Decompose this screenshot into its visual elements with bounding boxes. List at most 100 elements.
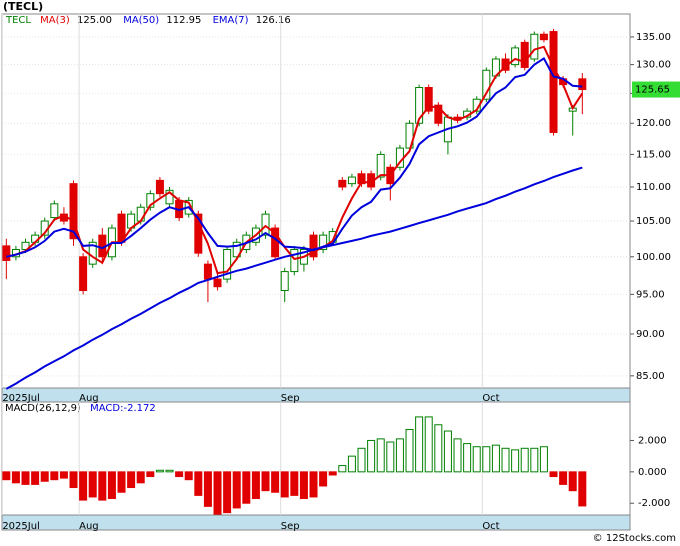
chart-title: (TECL) xyxy=(3,0,43,13)
macd-bar xyxy=(194,471,203,496)
macd-bar xyxy=(463,443,472,473)
macd-bar xyxy=(347,455,356,473)
candle-body xyxy=(511,47,520,66)
macd-bar xyxy=(578,471,587,507)
macd-bar xyxy=(357,447,366,473)
candle-body xyxy=(376,153,385,178)
macd-bar xyxy=(21,471,30,485)
macd-bar xyxy=(40,471,49,482)
macd-bar xyxy=(434,424,443,473)
y-tick-label: 115.00 xyxy=(636,149,671,160)
candle-body xyxy=(194,213,203,254)
macd-bar xyxy=(520,447,529,473)
macd-bar xyxy=(98,471,107,501)
macd-bar xyxy=(309,471,318,498)
candle-body xyxy=(50,203,59,219)
macd-bar xyxy=(443,430,452,473)
macd-bar xyxy=(11,471,20,484)
macd-bar xyxy=(165,469,174,473)
macd-bar xyxy=(530,447,539,473)
macd-bar xyxy=(290,471,299,496)
macd-bar xyxy=(107,471,116,500)
macd-bar xyxy=(136,471,145,484)
macd-bar xyxy=(184,471,193,481)
y-tick-label: 90.00 xyxy=(636,329,665,340)
macd-bar xyxy=(376,438,385,473)
y-tick-label: 105.00 xyxy=(636,216,671,227)
macd-bar xyxy=(155,469,164,473)
legend-value: 112.95 xyxy=(166,15,201,26)
macd-bar xyxy=(319,471,328,487)
x-axis-band xyxy=(1,514,631,531)
candle-body xyxy=(434,104,443,124)
macd-bar xyxy=(69,471,78,489)
macd-bar xyxy=(31,471,40,485)
macd-bar xyxy=(395,438,404,473)
y-tick-label: 120.00 xyxy=(636,118,671,129)
y-tick-label: 95.00 xyxy=(636,289,665,300)
ma-line xyxy=(6,56,583,258)
ma-line xyxy=(6,45,584,275)
macd-legend: MACD(26,12,9) MACD:-2.172 xyxy=(5,403,156,414)
legend-value: MACD:-2.172 xyxy=(90,403,156,414)
candle-body xyxy=(338,179,347,188)
candle-body xyxy=(2,245,11,261)
macd-bar xyxy=(203,471,212,507)
candle-body xyxy=(21,241,30,251)
macd-bar xyxy=(405,428,414,473)
candle-body xyxy=(165,189,174,205)
legend-value: 126.16 xyxy=(256,15,291,26)
macd-bar xyxy=(232,471,241,509)
macd-bar xyxy=(2,471,11,481)
y-tick-label: 0.000 xyxy=(638,467,667,478)
macd-bar xyxy=(482,446,491,473)
candle-body xyxy=(280,271,289,292)
candle-body xyxy=(290,249,299,273)
x-tick-label: 2025Jul xyxy=(2,393,40,404)
candle-body xyxy=(530,33,539,60)
x-tick-label: Aug xyxy=(79,521,99,532)
y-tick-label: 2.000 xyxy=(638,435,667,446)
candle-body xyxy=(155,179,164,195)
macd-bar xyxy=(261,471,270,492)
legend-symbol: TECL xyxy=(5,15,31,26)
x-tick-label: Oct xyxy=(482,393,499,404)
macd-bar xyxy=(539,446,548,473)
macd-bar xyxy=(213,471,222,515)
macd-bar xyxy=(146,471,155,478)
macd-bar xyxy=(117,471,126,493)
macd-bar xyxy=(511,449,520,473)
macd-bar xyxy=(175,471,184,478)
legend-name: MA(3) xyxy=(40,15,70,26)
candle-body xyxy=(261,213,270,236)
candle-body xyxy=(578,78,587,91)
candle-body xyxy=(136,206,145,222)
macd-bar xyxy=(338,465,347,473)
y-tick-label: 100.00 xyxy=(636,252,671,263)
legend-name: EMA(7) xyxy=(213,15,249,26)
macd-bar xyxy=(549,471,558,478)
candle-body xyxy=(549,31,558,133)
candle-body xyxy=(347,176,356,185)
candle-body xyxy=(424,87,433,112)
macd-bar xyxy=(491,444,500,473)
price-tag-label: 125.65 xyxy=(635,85,670,96)
macd-bar xyxy=(367,439,376,473)
macd-bar xyxy=(251,471,260,500)
legend: TECL MA(3) 125.00 MA(50) 112.95 EMA(7) 1… xyxy=(5,15,291,26)
x-tick-label: Sep xyxy=(281,521,300,532)
candle-body xyxy=(539,33,548,41)
y-tick-label: -2.000 xyxy=(638,498,670,509)
candle-body xyxy=(309,234,318,258)
candle-body xyxy=(232,241,241,258)
x-tick-label: Sep xyxy=(281,393,300,404)
y-tick-label: 135.00 xyxy=(636,32,671,43)
candle-body xyxy=(69,183,78,240)
x-tick-label: Aug xyxy=(79,393,99,404)
candle-body xyxy=(319,234,328,251)
macd-bar xyxy=(223,471,232,514)
macd-bar xyxy=(271,471,280,493)
legend-name: MACD(26,12,9) xyxy=(5,403,81,414)
